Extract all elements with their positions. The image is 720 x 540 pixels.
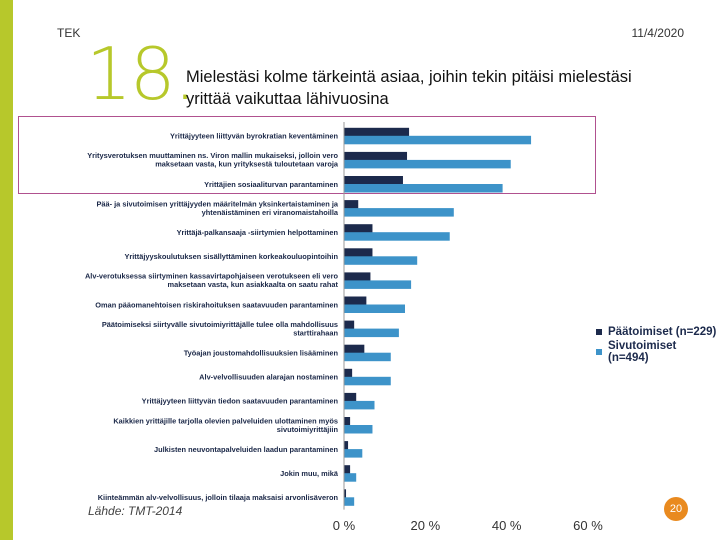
chart-tick-labels: 0 % 20 % 40 % 60 % bbox=[333, 518, 603, 533]
bar-paatoimiset-12 bbox=[344, 417, 351, 426]
category-label: Yrittäjyyteen liittyvän byrokratian keve… bbox=[170, 132, 338, 141]
category-label: Yrittäjien sosiaaliturvan parantaminen bbox=[204, 180, 338, 189]
bar-paatoimiset-14 bbox=[344, 465, 351, 474]
bar-paatoimiset-11 bbox=[344, 392, 357, 402]
date-label: 11/4/2020 bbox=[631, 26, 685, 40]
bar-paatoimiset-2 bbox=[344, 176, 403, 185]
chart-category-labels: Yrittäjyyteen liittyvän byrokratian keve… bbox=[85, 132, 339, 502]
bar-sivutoimiset-4 bbox=[344, 232, 450, 241]
bar-sivutoimiset-2 bbox=[344, 184, 503, 193]
category-label: Pää- ja sivutoimisen yrittäjyyden määrit… bbox=[96, 199, 338, 217]
bar-paatoimiset-15 bbox=[344, 489, 347, 498]
bar-sivutoimiset-13 bbox=[344, 449, 363, 458]
bar-chart: Yrittäjyyteen liittyvän byrokratian keve… bbox=[85, 122, 603, 533]
chart-legend: Päätoimiset (n=229) Sivutoimiset (n=494) bbox=[596, 322, 720, 364]
category-label: Päätoimiseksi siirtyvälle sivutoimiyritt… bbox=[102, 320, 339, 338]
category-label: Julkisten neuvontapalveluiden laadun par… bbox=[154, 445, 338, 454]
category-label: Yritysverotuksen muuttaminen ns. Viron m… bbox=[87, 151, 339, 169]
bar-paatoimiset-8 bbox=[344, 320, 355, 330]
legend-swatch-paatoimiset bbox=[596, 329, 602, 335]
slide-number: 18. bbox=[86, 32, 197, 116]
bar-paatoimiset-1 bbox=[344, 151, 408, 161]
bar-sivutoimiset-11 bbox=[344, 400, 375, 410]
bar-sivutoimiset-14 bbox=[344, 473, 357, 482]
bar-sivutoimiset-5 bbox=[344, 256, 418, 265]
tick-label: 60 % bbox=[573, 518, 603, 533]
bar-paatoimiset-4 bbox=[344, 224, 373, 233]
tick-label: 20 % bbox=[411, 518, 441, 533]
chart-bars bbox=[344, 127, 532, 506]
accent-side-bar bbox=[0, 0, 13, 540]
category-label: Yrittäjä-palkansaaja -siirtymien helpott… bbox=[177, 228, 339, 237]
page-number-badge: 20 bbox=[664, 497, 688, 521]
category-label: Yrittäjyyskoulutuksen sisällyttäminen ko… bbox=[124, 252, 338, 261]
slide-title: Mielestäsi kolme tärkeintä asiaa, joihin… bbox=[186, 68, 632, 108]
category-label: Jokin muu, mikä bbox=[280, 469, 339, 478]
category-label: Alv-velvollisuuden alarajan nostaminen bbox=[199, 373, 338, 382]
category-label: Alv-verotuksessa siirtyminen kassavirtap… bbox=[85, 272, 339, 290]
category-label: Yrittäjyyteen liittyvän tiedon saatavuud… bbox=[142, 397, 339, 406]
top-three-highlight-box bbox=[18, 116, 596, 194]
bar-sivutoimiset-1 bbox=[344, 159, 511, 169]
bar-sivutoimiset-0 bbox=[344, 135, 532, 145]
bar-sivutoimiset-8 bbox=[344, 328, 399, 338]
bar-paatoimiset-6 bbox=[344, 272, 371, 281]
legend-item: Päätoimiset (n=229) bbox=[596, 322, 720, 342]
bar-paatoimiset-7 bbox=[344, 296, 367, 305]
category-label: Oman pääomanehtoisen riskirahoituksen sa… bbox=[95, 300, 338, 309]
category-label: Kaikkien yrittäjille tarjolla olevien pa… bbox=[113, 416, 338, 434]
bar-sivutoimiset-6 bbox=[344, 280, 412, 289]
legend-item: Sivutoimiset (n=494) bbox=[596, 340, 720, 364]
source-note: Lähde: TMT-2014 bbox=[88, 504, 183, 518]
tick-label: 0 % bbox=[333, 518, 356, 533]
bar-sivutoimiset-3 bbox=[344, 208, 454, 217]
category-label: Työajan joustomahdollisuuksien lisäämine… bbox=[184, 348, 339, 357]
bar-paatoimiset-10 bbox=[344, 368, 353, 378]
legend-label-paatoimiset: Päätoimiset (n=229) bbox=[608, 326, 717, 338]
bar-paatoimiset-5 bbox=[344, 248, 373, 257]
bar-paatoimiset-9 bbox=[344, 344, 365, 354]
legend-swatch-sivutoimiset bbox=[596, 349, 602, 355]
tick-label: 40 % bbox=[492, 518, 522, 533]
bar-sivutoimiset-9 bbox=[344, 352, 391, 362]
category-label: Kiinteämmän alv-velvollisuus, jolloin ti… bbox=[98, 493, 339, 502]
bar-sivutoimiset-10 bbox=[344, 376, 391, 386]
legend-label-sivutoimiset: Sivutoimiset (n=494) bbox=[607, 340, 677, 364]
bar-sivutoimiset-7 bbox=[344, 304, 405, 313]
bar-paatoimiset-3 bbox=[344, 200, 359, 209]
bar-paatoimiset-0 bbox=[344, 127, 410, 137]
bar-sivutoimiset-15 bbox=[344, 497, 355, 506]
brand-label: TEK bbox=[57, 26, 81, 40]
bar-paatoimiset-13 bbox=[344, 441, 349, 450]
bar-sivutoimiset-12 bbox=[344, 425, 373, 434]
